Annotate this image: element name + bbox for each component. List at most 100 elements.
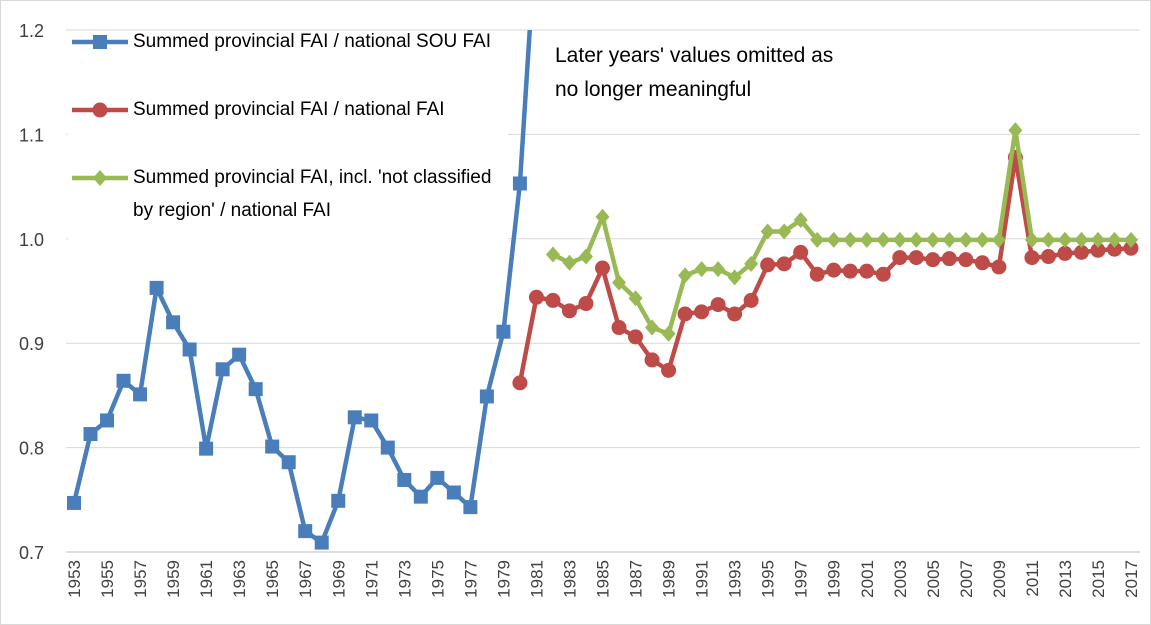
marker xyxy=(561,303,577,319)
marker xyxy=(92,102,108,118)
x-tick-label: 2001 xyxy=(858,560,877,598)
marker xyxy=(1040,249,1056,265)
x-tick-label: 1963 xyxy=(230,560,249,598)
marker xyxy=(1124,231,1138,248)
marker xyxy=(413,489,428,504)
marker xyxy=(809,266,825,282)
marker xyxy=(595,208,610,225)
marker xyxy=(496,324,511,339)
marker xyxy=(875,266,891,282)
marker xyxy=(1074,231,1089,248)
annotation: no longer meaningful xyxy=(555,78,752,101)
x-tick-label: 1995 xyxy=(759,560,778,598)
marker xyxy=(116,373,131,388)
marker xyxy=(743,292,759,308)
x-tick-label: 1991 xyxy=(693,560,712,598)
y-tick-label: 1.1 xyxy=(19,125,44,145)
marker xyxy=(248,382,263,397)
x-tick-label: 1965 xyxy=(263,560,282,598)
marker xyxy=(991,259,1007,275)
marker xyxy=(364,413,379,428)
marker xyxy=(1024,250,1040,266)
marker xyxy=(958,252,974,268)
marker xyxy=(380,440,395,455)
marker xyxy=(842,263,858,279)
marker xyxy=(512,176,527,191)
marker xyxy=(661,362,677,378)
marker xyxy=(83,427,98,442)
marker xyxy=(166,315,181,330)
legend-label: Summed provincial FAI / national FAI xyxy=(133,99,445,120)
marker xyxy=(942,231,957,248)
marker xyxy=(909,231,924,248)
marker xyxy=(661,325,676,342)
x-tick-label: 1959 xyxy=(164,560,183,598)
marker xyxy=(859,263,875,279)
marker xyxy=(645,319,660,336)
y-tick-label: 0.9 xyxy=(19,334,44,354)
marker xyxy=(925,252,941,268)
x-tick-label: 1961 xyxy=(197,560,216,598)
marker xyxy=(331,493,346,508)
marker xyxy=(843,231,858,248)
marker xyxy=(628,290,643,307)
x-tick-label: 1987 xyxy=(627,560,646,598)
marker xyxy=(1090,242,1106,258)
legend-box xyxy=(68,32,508,244)
marker xyxy=(446,485,461,500)
marker xyxy=(710,297,726,313)
x-tick-label: 2017 xyxy=(1122,560,1141,598)
marker xyxy=(1041,231,1056,248)
x-tick-label: 1973 xyxy=(395,560,414,598)
marker xyxy=(826,262,842,278)
marker xyxy=(777,223,792,240)
marker xyxy=(1057,245,1073,261)
x-tick-label: 2015 xyxy=(1089,560,1108,598)
marker xyxy=(1107,231,1122,248)
marker xyxy=(100,413,115,428)
marker xyxy=(232,347,247,362)
marker xyxy=(611,320,627,336)
marker xyxy=(479,389,494,404)
marker xyxy=(93,35,107,49)
y-tick-label: 0.8 xyxy=(19,439,44,459)
marker xyxy=(810,231,825,248)
marker xyxy=(974,255,990,271)
marker xyxy=(744,255,759,272)
marker xyxy=(760,257,776,273)
marker xyxy=(1024,231,1039,248)
marker xyxy=(908,250,924,266)
marker xyxy=(711,261,726,278)
x-tick-label: 2009 xyxy=(990,560,1009,598)
marker xyxy=(859,231,874,248)
marker xyxy=(578,248,593,265)
x-tick-label: 2011 xyxy=(1023,560,1042,597)
marker xyxy=(347,410,362,425)
marker xyxy=(628,329,644,345)
y-tick-label: 1.0 xyxy=(19,230,44,250)
marker xyxy=(677,306,693,322)
marker xyxy=(1123,240,1139,256)
marker xyxy=(975,231,990,248)
marker xyxy=(1073,244,1089,260)
marker xyxy=(958,231,973,248)
marker xyxy=(991,231,1006,248)
marker xyxy=(562,254,577,271)
marker xyxy=(678,267,693,284)
x-tick-label: 2005 xyxy=(924,560,943,598)
marker xyxy=(1057,231,1072,248)
marker xyxy=(512,375,528,391)
marker xyxy=(528,289,544,305)
marker xyxy=(941,251,957,267)
marker xyxy=(760,223,775,240)
marker xyxy=(727,269,742,286)
marker xyxy=(182,342,197,357)
marker xyxy=(694,304,710,320)
marker xyxy=(793,244,809,260)
x-tick-label: 1989 xyxy=(660,560,679,598)
x-tick-label: 1981 xyxy=(527,560,546,598)
marker xyxy=(1008,122,1023,139)
marker xyxy=(776,256,792,272)
